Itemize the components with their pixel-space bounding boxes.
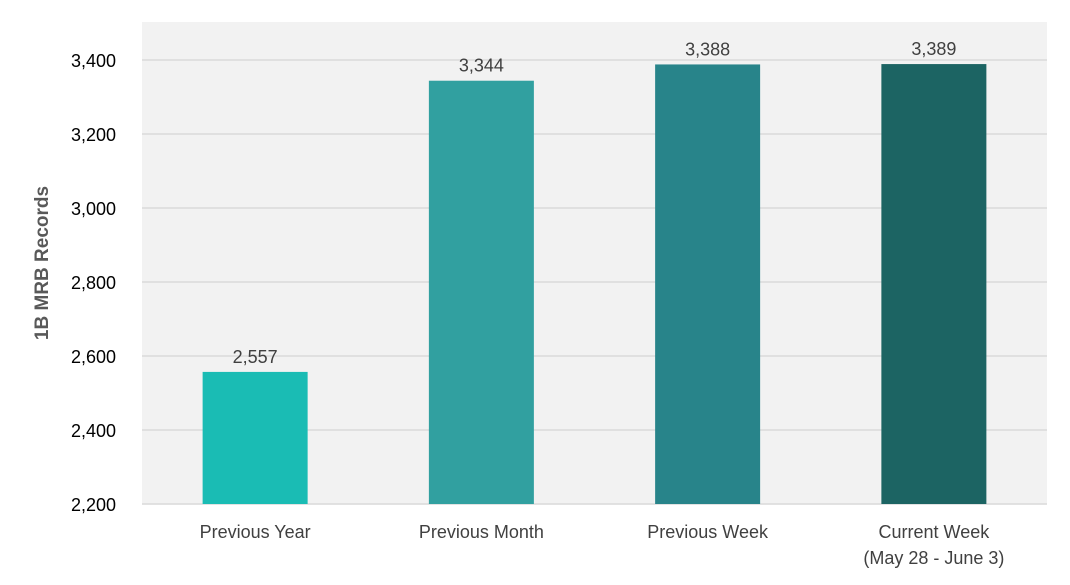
y-tick-label: 2,200 bbox=[71, 495, 116, 515]
x-tick-label: Previous Month bbox=[419, 522, 544, 542]
bar bbox=[881, 64, 987, 504]
x-tick-label: Previous Week bbox=[647, 522, 769, 542]
bar bbox=[202, 371, 308, 504]
x-axis-labels: Previous Year Previous Month Previous Week… bbox=[200, 522, 1005, 568]
y-tick-label: 2,800 bbox=[71, 273, 116, 293]
data-label: 3,344 bbox=[459, 56, 504, 76]
data-label: 3,389 bbox=[911, 39, 956, 59]
y-tick-label: 3,200 bbox=[71, 125, 116, 145]
bar bbox=[428, 80, 534, 504]
data-label: 2,557 bbox=[233, 347, 278, 367]
y-tick-label: 3,000 bbox=[71, 199, 116, 219]
y-axis-title: 1B MRB Records bbox=[32, 186, 53, 340]
data-labels: 2,557 3,344 3,388 3,389 bbox=[233, 39, 957, 367]
y-tick-label: 2,400 bbox=[71, 421, 116, 441]
x-tick-label: Previous Year bbox=[200, 522, 311, 542]
x-tick-label: Current Week bbox=[879, 522, 991, 542]
y-axis-ticks: 2,200 2,400 2,600 2,800 3,000 3,200 3,400 bbox=[71, 51, 116, 515]
y-tick-label: 2,600 bbox=[71, 347, 116, 367]
y-tick-label: 3,400 bbox=[71, 51, 116, 71]
x-tick-label: (May 28 - June 3) bbox=[863, 548, 1004, 568]
bar bbox=[655, 64, 761, 504]
data-label: 3,388 bbox=[685, 39, 730, 59]
bars bbox=[202, 64, 987, 504]
